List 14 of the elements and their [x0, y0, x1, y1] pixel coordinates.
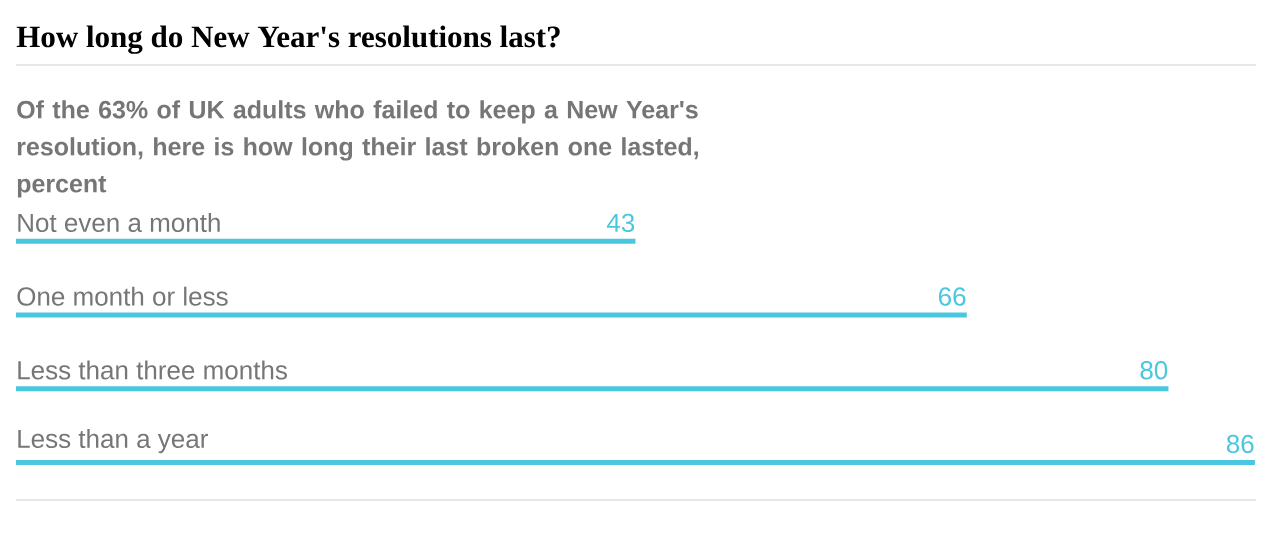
y-tick-label: Not even a month — [18, 212, 220, 233]
y-tick-label: Less than three months — [18, 360, 287, 380]
data-label: 86 — [1226, 434, 1254, 454]
data-label: 80 — [1140, 361, 1168, 380]
chart-title: How long do New Year's resolutions last? — [16, 25, 560, 54]
chart-subtitle: Of the 63% of UK adults who failed to keep a New Year's resolution, here is how long their last broken one lasted, percent — [17, 100, 698, 198]
bar — [16, 238, 636, 244]
y-tick-label: One month or less — [17, 286, 228, 306]
bar — [16, 386, 1169, 392]
bar — [16, 312, 967, 318]
data-label: 43 — [606, 213, 635, 233]
y-tick-label: Less than a year — [18, 428, 208, 454]
data-label: 66 — [938, 287, 966, 306]
bar — [16, 459, 1255, 465]
